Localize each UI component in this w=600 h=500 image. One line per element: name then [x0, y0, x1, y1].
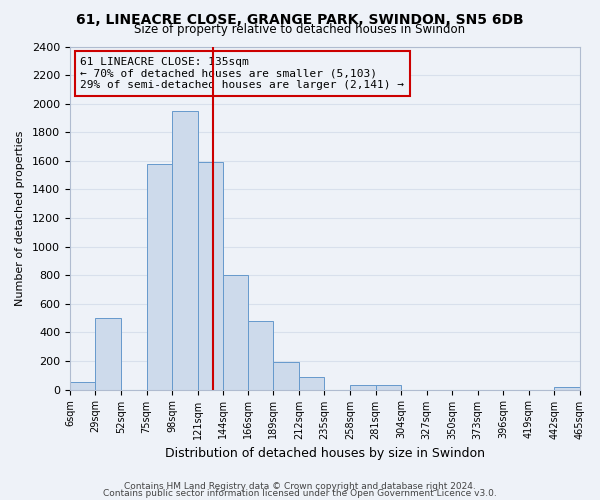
Bar [376, 386, 401, 390]
Text: Contains public sector information licensed under the Open Government Licence v3: Contains public sector information licen… [103, 490, 497, 498]
Bar [350, 384, 376, 390]
Bar [146, 164, 172, 390]
Text: Size of property relative to detached houses in Swindon: Size of property relative to detached ho… [134, 22, 466, 36]
Bar [172, 111, 198, 390]
Text: Contains HM Land Registry data © Crown copyright and database right 2024.: Contains HM Land Registry data © Crown c… [124, 482, 476, 491]
X-axis label: Distribution of detached houses by size in Swindon: Distribution of detached houses by size … [165, 447, 485, 460]
Bar [299, 376, 325, 390]
Text: 61, LINEACRE CLOSE, GRANGE PARK, SWINDON, SN5 6DB: 61, LINEACRE CLOSE, GRANGE PARK, SWINDON… [76, 12, 524, 26]
Bar [198, 162, 223, 390]
Bar [554, 386, 580, 390]
Bar [95, 318, 121, 390]
Bar [248, 321, 273, 390]
Y-axis label: Number of detached properties: Number of detached properties [15, 130, 25, 306]
Bar [70, 382, 95, 390]
Text: 61 LINEACRE CLOSE: 135sqm
← 70% of detached houses are smaller (5,103)
29% of se: 61 LINEACRE CLOSE: 135sqm ← 70% of detac… [80, 57, 404, 90]
Bar [273, 362, 299, 390]
Bar [223, 275, 248, 390]
